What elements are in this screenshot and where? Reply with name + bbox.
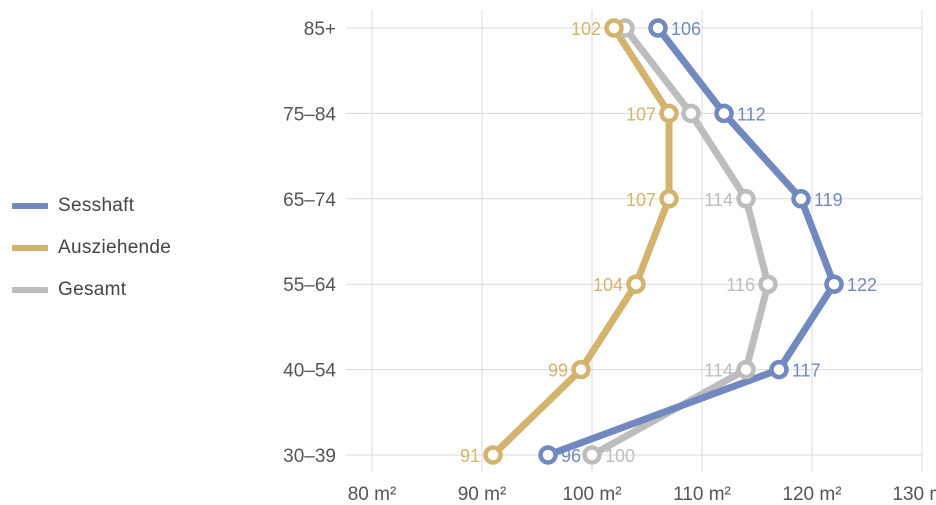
data-label-sesshaft: 106 bbox=[671, 19, 701, 39]
x-tick-label: 100 m² bbox=[562, 484, 621, 505]
y-tick-label: 65–74 bbox=[283, 190, 336, 211]
data-point-sesshaft bbox=[538, 445, 558, 465]
data-point-sesshaft bbox=[824, 274, 844, 294]
data-label-sesshaft: 112 bbox=[737, 104, 766, 124]
data-point-sesshaft bbox=[769, 359, 789, 380]
data-point-ausziehende bbox=[659, 189, 679, 209]
data-label-ausziehende: 102 bbox=[571, 19, 601, 39]
series-points bbox=[483, 18, 844, 465]
series-line-gesamt bbox=[588, 24, 772, 459]
data-label-sesshaft: 122 bbox=[847, 275, 877, 295]
x-axis-labels: 80 m² 90 m² 100 m² 110 m² 120 m² 130 m² bbox=[348, 484, 936, 505]
data-point-sesshaft bbox=[714, 103, 734, 124]
legend: Sesshaft Ausziehende Gesamt bbox=[12, 185, 171, 311]
y-axis-labels: 30–39 40–54 55–64 65–74 75–84 85+ bbox=[283, 19, 336, 467]
data-point-ausziehende bbox=[626, 274, 646, 294]
data-point-gesamt bbox=[736, 189, 756, 209]
data-label-gesamt: 114 bbox=[704, 361, 733, 381]
data-label-ausziehende: 104 bbox=[593, 275, 623, 295]
data-label-sesshaft: 117 bbox=[792, 361, 821, 381]
data-label-ausziehende: 107 bbox=[626, 190, 656, 210]
legend-label: Sesshaft bbox=[58, 195, 135, 216]
data-point-ausziehende bbox=[483, 445, 503, 465]
data-point-sesshaft bbox=[791, 189, 811, 209]
data-label-gesamt: 114 bbox=[704, 190, 733, 210]
grid bbox=[346, 10, 923, 472]
data-label-gesamt: 116 bbox=[726, 275, 755, 295]
legend-swatch bbox=[12, 203, 48, 209]
data-point-gesamt bbox=[582, 445, 602, 465]
data-label-ausziehende: 91 bbox=[460, 446, 480, 466]
legend-swatch bbox=[12, 245, 48, 251]
legend-label: Ausziehende bbox=[58, 237, 172, 258]
data-point-gesamt bbox=[681, 103, 701, 124]
data-point-gesamt bbox=[736, 359, 756, 380]
y-tick-label: 30–39 bbox=[283, 446, 336, 467]
x-tick-label: 110 m² bbox=[673, 484, 731, 505]
data-point-ausziehende bbox=[659, 103, 679, 124]
legend-swatch bbox=[12, 287, 48, 293]
data-point-ausziehende bbox=[571, 359, 591, 380]
x-tick-label: 90 m² bbox=[458, 484, 507, 505]
data-label-sesshaft: 96 bbox=[561, 446, 581, 466]
y-tick-label: 75–84 bbox=[283, 104, 336, 125]
series-line-sesshaft bbox=[544, 24, 838, 459]
legend-item-sesshaft: Sesshaft bbox=[12, 185, 171, 227]
data-label-gesamt: 100 bbox=[605, 446, 635, 466]
legend-item-ausziehende: Ausziehende bbox=[12, 227, 171, 269]
data-label-ausziehende: 99 bbox=[548, 361, 568, 381]
x-tick-label: 120 m² bbox=[782, 484, 841, 505]
data-labels: 100 114 116 114 91 99 104 107 107 102 96 117 122 119 1… bbox=[460, 19, 877, 466]
data-label-ausziehende: 107 bbox=[626, 104, 656, 124]
series-line-ausziehende bbox=[489, 24, 673, 459]
legend-item-gesamt: Gesamt bbox=[12, 269, 171, 311]
x-tick-label: 80 m² bbox=[348, 484, 397, 505]
legend-label: Gesamt bbox=[58, 279, 127, 300]
y-tick-label: 40–54 bbox=[283, 361, 336, 382]
data-point-sesshaft bbox=[648, 18, 668, 38]
series-lines bbox=[489, 24, 838, 459]
data-point-gesamt bbox=[758, 274, 778, 294]
y-tick-label: 85+ bbox=[304, 19, 336, 40]
data-label-sesshaft: 119 bbox=[814, 190, 843, 210]
y-tick-label: 55–64 bbox=[283, 275, 336, 296]
x-tick-label: 130 m² bbox=[892, 484, 936, 505]
data-point-ausziehende bbox=[604, 18, 624, 38]
